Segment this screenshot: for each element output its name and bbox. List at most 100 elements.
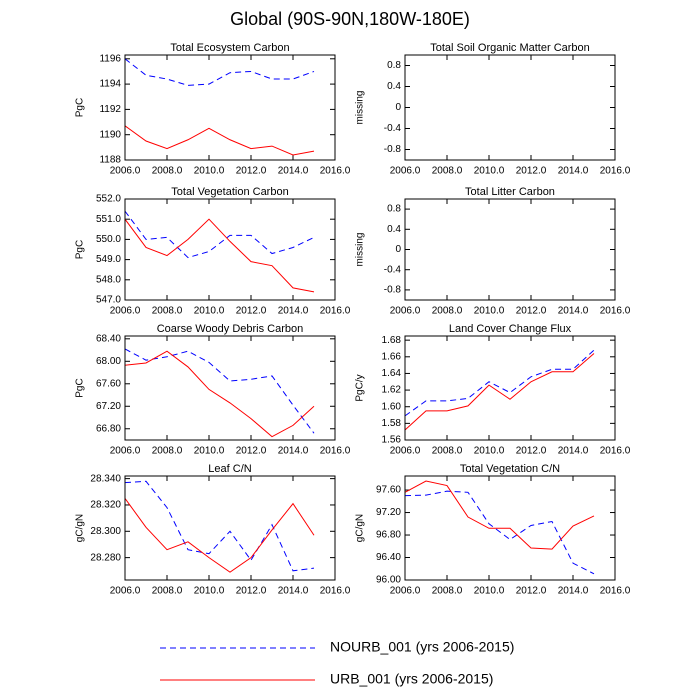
y-tick-label: 97.60 <box>376 485 401 496</box>
x-tick-label: 2010.0 <box>194 586 225 597</box>
x-tick-label: 2010.0 <box>194 306 225 317</box>
y-axis-label: PgC <box>75 240 86 259</box>
x-tick-label: 2012.0 <box>236 586 267 597</box>
y-axis-label: missing <box>355 233 366 267</box>
y-tick-label: 0 <box>395 244 401 255</box>
y-tick-label: 1.68 <box>382 335 402 346</box>
plot-frame <box>124 198 336 301</box>
y-tick-label: 0.4 <box>387 81 401 92</box>
x-tick-label: 2012.0 <box>236 306 267 317</box>
x-tick-label: 2008.0 <box>152 306 183 317</box>
y-tick-label: 67.20 <box>96 401 121 412</box>
data-line <box>404 353 595 431</box>
x-tick-label: 2008.0 <box>152 586 183 597</box>
x-tick-label: 2012.0 <box>236 446 267 457</box>
y-tick-label: 1188 <box>99 155 121 166</box>
x-tick-label: 2008.0 <box>432 306 463 317</box>
panel-title: Leaf C/N <box>208 463 251 475</box>
x-tick-label: 2010.0 <box>474 166 505 177</box>
x-tick-label: 2008.0 <box>152 166 183 177</box>
data-line <box>124 218 315 293</box>
y-tick-label: 67.60 <box>96 378 121 389</box>
x-tick-label: 2008.0 <box>432 166 463 177</box>
x-tick-label: 2016.0 <box>320 446 351 457</box>
legend-label: NOURB_001 (yrs 2006-2015) <box>330 639 514 655</box>
y-tick-label: 0 <box>395 102 401 113</box>
panel-title: Land Cover Change Flux <box>449 323 572 335</box>
plot-frame <box>124 475 336 581</box>
y-tick-label: 97.20 <box>376 507 401 518</box>
x-tick-label: 2010.0 <box>474 306 505 317</box>
x-tick-label: 2012.0 <box>516 166 547 177</box>
plot-frame <box>404 198 616 301</box>
data-line <box>124 498 315 573</box>
y-tick-label: 96.80 <box>376 530 401 541</box>
data-line <box>404 349 595 417</box>
y-tick-label: 1192 <box>99 104 121 115</box>
y-tick-label: 551.0 <box>96 214 121 225</box>
y-tick-label: -0.8 <box>384 285 402 296</box>
plot-frame <box>124 54 336 161</box>
y-tick-label: 0.8 <box>387 60 401 71</box>
x-tick-label: 2010.0 <box>474 586 505 597</box>
y-tick-label: -0.4 <box>384 123 402 134</box>
panel-title: Total Vegetation C/N <box>460 463 560 475</box>
x-tick-label: 2014.0 <box>278 446 309 457</box>
y-tick-label: 96.00 <box>376 575 401 586</box>
y-tick-label: 1196 <box>99 53 121 64</box>
y-tick-label: 28.280 <box>90 552 121 563</box>
y-tick-label: 1.58 <box>382 418 402 429</box>
x-tick-label: 2006.0 <box>390 586 421 597</box>
y-tick-label: 28.300 <box>90 526 121 537</box>
y-axis-label: PgC <box>75 378 86 397</box>
data-line <box>404 480 595 550</box>
figure-title: Global (90S-90N,180W-180E) <box>230 9 470 29</box>
x-tick-label: 2016.0 <box>320 166 351 177</box>
x-tick-label: 2014.0 <box>278 586 309 597</box>
legend-label: URB_001 (yrs 2006-2015) <box>330 671 493 687</box>
x-tick-label: 2016.0 <box>600 586 631 597</box>
x-tick-label: 2006.0 <box>390 166 421 177</box>
panel-title: Total Soil Organic Matter Carbon <box>430 42 590 54</box>
y-tick-label: 552.0 <box>96 194 121 205</box>
y-tick-label: -0.8 <box>384 144 402 155</box>
y-axis-label: missing <box>355 91 366 125</box>
y-tick-label: 1.62 <box>382 385 402 396</box>
x-tick-label: 2016.0 <box>600 306 631 317</box>
x-tick-label: 2014.0 <box>558 586 589 597</box>
x-tick-label: 2006.0 <box>110 586 141 597</box>
x-tick-label: 2014.0 <box>558 306 589 317</box>
y-axis-label: gC/gN <box>355 514 366 542</box>
y-tick-label: 28.340 <box>90 473 121 484</box>
y-tick-label: -0.4 <box>384 264 402 275</box>
y-tick-label: 1.64 <box>382 368 402 379</box>
x-tick-label: 2006.0 <box>390 306 421 317</box>
x-tick-label: 2008.0 <box>432 446 463 457</box>
x-tick-label: 2014.0 <box>558 166 589 177</box>
y-tick-label: 68.00 <box>96 356 121 367</box>
data-line <box>124 58 315 86</box>
y-tick-label: 68.40 <box>96 333 121 344</box>
x-tick-label: 2012.0 <box>236 166 267 177</box>
y-tick-label: 550.0 <box>96 234 121 245</box>
y-axis-label: PgC <box>75 98 86 117</box>
y-tick-label: 0.4 <box>387 224 401 235</box>
plot-frame <box>404 54 616 161</box>
data-line <box>124 350 315 438</box>
x-tick-label: 2006.0 <box>390 446 421 457</box>
y-tick-label: 28.320 <box>90 500 121 511</box>
y-tick-label: 548.0 <box>96 274 121 285</box>
panel-title: Total Litter Carbon <box>465 186 555 198</box>
plot-frame <box>404 475 616 581</box>
y-tick-label: 547.0 <box>96 295 121 306</box>
y-tick-label: 1.66 <box>382 351 402 362</box>
x-tick-label: 2008.0 <box>432 586 463 597</box>
x-tick-label: 2006.0 <box>110 166 141 177</box>
data-line <box>124 480 315 572</box>
y-axis-label: PgC/y <box>355 374 366 401</box>
x-tick-label: 2012.0 <box>516 446 547 457</box>
x-tick-label: 2006.0 <box>110 446 141 457</box>
x-tick-label: 2012.0 <box>516 306 547 317</box>
